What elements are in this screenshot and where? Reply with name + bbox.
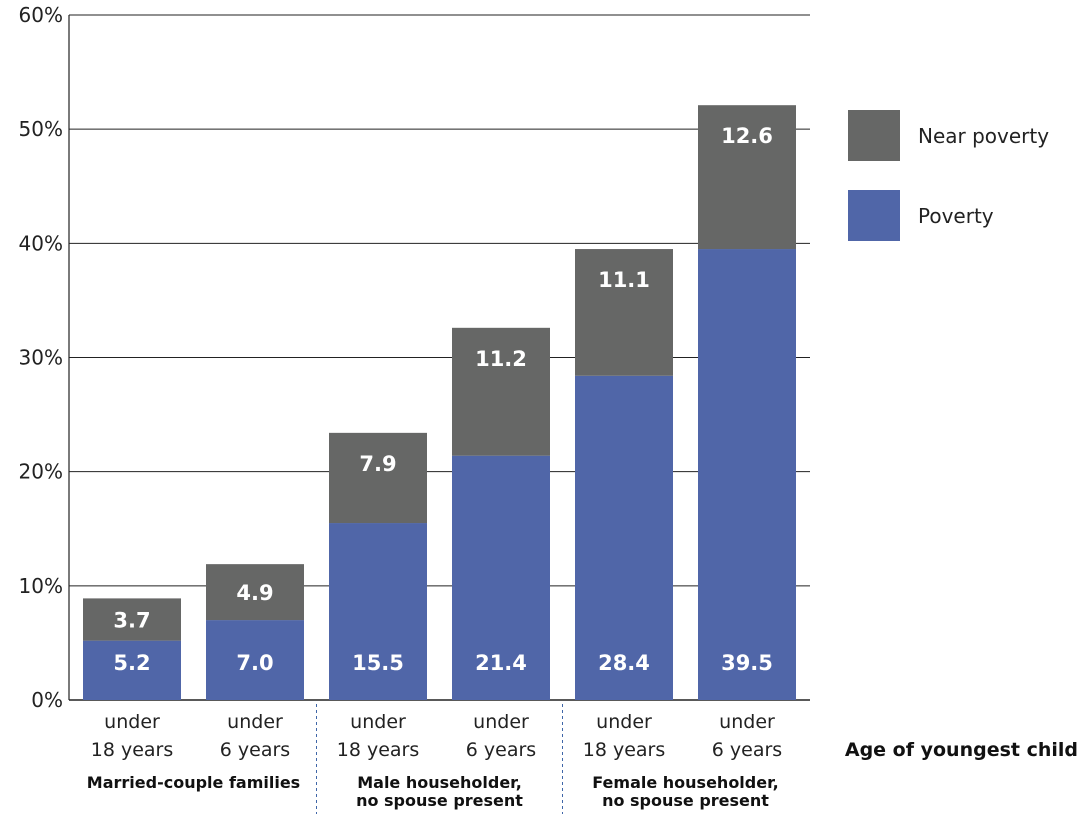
data-label-near-poverty: 4.9: [236, 581, 273, 605]
data-label-near-poverty: 12.6: [721, 124, 773, 148]
bars: 5.2 3.7 7.0 4.9 15.5 7.9 21.4 11.2 28.4 11.1 39.5 1…: [83, 105, 796, 700]
bar-near-poverty: [329, 432, 427, 524]
bar-near-poverty: [452, 327, 550, 456]
y-tick-label: 40%: [19, 231, 63, 255]
x-category-line2: 18 years: [91, 739, 174, 761]
legend: Near poverty Poverty: [848, 110, 1049, 241]
bar-poverty: [83, 640, 181, 700]
bar-poverty: [206, 620, 304, 700]
data-label-poverty: 15.5: [352, 651, 404, 675]
x-category-line2: 6 years: [466, 739, 536, 761]
x-category-line1: under: [473, 711, 529, 733]
data-label-near-poverty: 7.9: [359, 452, 396, 476]
x-category-line1: under: [227, 711, 283, 733]
y-tick-label: 50%: [19, 117, 63, 141]
group-label: Married-couple families: [87, 773, 300, 792]
bar-poverty: [698, 249, 796, 700]
x-axis-categories: under 18 years under 6 years under 18 years un…: [91, 711, 782, 761]
x-category-line2: 18 years: [583, 739, 666, 761]
group-label: no spouse present: [356, 791, 523, 810]
bar-near-poverty: [698, 105, 796, 250]
legend-swatch: [848, 190, 900, 241]
x-category-line1: under: [719, 711, 775, 733]
data-label-poverty: 21.4: [475, 651, 527, 675]
y-axis-ticks: 0% 10% 20% 30% 40% 50% 60%: [19, 3, 63, 712]
y-tick-label: 60%: [19, 3, 63, 27]
data-label-near-poverty: 11.1: [598, 268, 650, 292]
data-label-near-poverty: 11.2: [475, 347, 527, 371]
x-category-line1: under: [104, 711, 160, 733]
bar-poverty: [452, 455, 550, 700]
bar-poverty: [329, 523, 427, 700]
data-label-poverty: 5.2: [113, 651, 150, 675]
bar-poverty: [575, 375, 673, 700]
legend-swatch: [848, 110, 900, 161]
x-category-line1: under: [350, 711, 406, 733]
y-tick-label: 10%: [19, 574, 63, 598]
group-label: Female householder,: [592, 773, 778, 792]
group-label: Male householder,: [357, 773, 522, 792]
y-tick-label: 0%: [31, 688, 63, 712]
data-label-poverty: 7.0: [236, 651, 273, 675]
x-category-line2: 18 years: [337, 739, 420, 761]
x-category-line2: 6 years: [220, 739, 290, 761]
data-label-near-poverty: 3.7: [113, 609, 150, 633]
data-label-poverty: 39.5: [721, 651, 773, 675]
y-tick-label: 30%: [19, 346, 63, 370]
group-label: no spouse present: [602, 791, 769, 810]
group-labels: Married-couple families Male householder,…: [87, 704, 779, 814]
data-label-poverty: 28.4: [598, 651, 650, 675]
y-tick-label: 20%: [19, 460, 63, 484]
x-category-line1: under: [596, 711, 652, 733]
gridlines: [68, 14, 810, 701]
x-axis-title: Age of youngest child: [845, 739, 1078, 761]
legend-label: Poverty: [918, 204, 994, 228]
x-category-line2: 6 years: [712, 739, 782, 761]
bar-near-poverty: [206, 564, 304, 621]
bar-near-poverty: [83, 598, 181, 641]
legend-label: Near poverty: [918, 124, 1049, 148]
bar-near-poverty: [575, 249, 673, 376]
